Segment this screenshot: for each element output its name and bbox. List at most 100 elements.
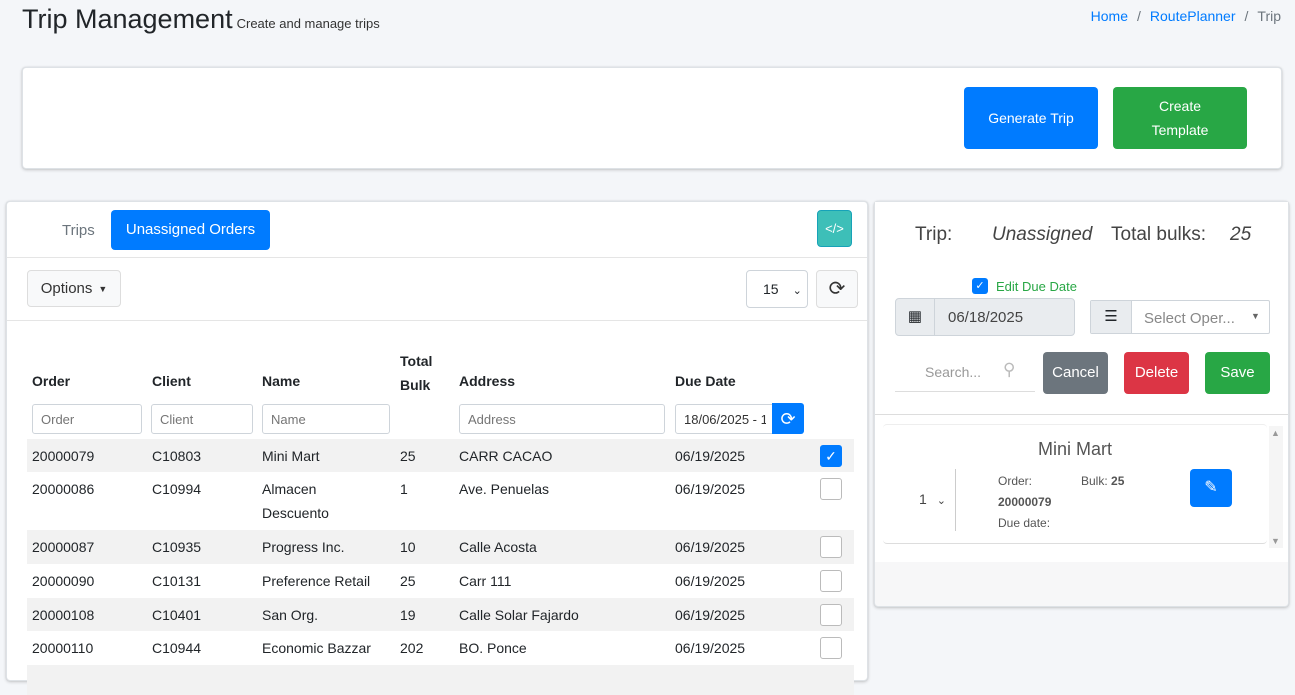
item-seq: 1 <box>919 491 927 507</box>
cell-order: 20000087 <box>32 539 95 555</box>
cell-address: Calle Solar Fajardo <box>459 607 579 623</box>
search-input[interactable]: Search... ⚲ <box>895 352 1035 392</box>
cell-address: Carr 111 <box>459 573 512 589</box>
caret-down-icon: ▼ <box>98 283 108 294</box>
search-icon: ⚲ <box>1003 360 1016 379</box>
tab-unassigned-orders[interactable]: Unassigned Orders <box>111 210 270 250</box>
cell-address: Calle Acosta <box>459 539 537 555</box>
edit-due-date-checkbox[interactable]: ✓ <box>972 278 988 294</box>
cell-address: BO. Ponce <box>459 640 527 656</box>
actions-card: Generate Trip Create Template <box>22 67 1282 169</box>
tab-trips[interactable]: Trips <box>62 222 95 239</box>
page-size-value: 15 <box>763 281 779 297</box>
cell-bulk: 25 <box>400 448 416 464</box>
total-bulks-value: 25 <box>1230 224 1252 245</box>
row-checkbox[interactable]: ✓ <box>820 445 842 467</box>
cell-client: C10994 <box>152 481 202 497</box>
cell-bulk: 1 <box>400 481 408 497</box>
table-row[interactable]: 20000110 C10944 Economic Bazzar 202 BO. Ponc… <box>27 631 854 665</box>
cell-name: Almacen Descuento <box>262 481 329 521</box>
item-sequence-select[interactable]: 1 ⌄ <box>919 491 946 507</box>
cell-client: C10935 <box>152 539 202 555</box>
due-date-filter[interactable] <box>675 404 775 434</box>
orders-card: Trips Unassigned Orders </> Options ▼ 15 ⌄… <box>6 201 868 695</box>
cell-due: 06/19/2025 <box>675 640 746 656</box>
due-date-input[interactable]: ▦ 06/18/2025 <box>895 298 1075 336</box>
options-label: Options <box>40 279 93 297</box>
row-checkbox[interactable] <box>820 478 842 500</box>
cell-name: San Org. <box>262 607 319 623</box>
cell-name: Economic Bazzar <box>262 640 371 656</box>
title-text: Trip Management <box>22 4 233 34</box>
cell-client: C10131 <box>152 573 202 589</box>
chevron-down-icon: ⌄ <box>792 285 802 297</box>
table-row[interactable] <box>27 665 854 695</box>
page-subtitle: Create and manage trips <box>236 16 380 31</box>
trip-panel: Trip: Unassigned Total bulks: 25 ✓ Edit … <box>874 201 1289 607</box>
cell-due: 06/19/2025 <box>675 573 746 589</box>
bulk-label: Bulk: <box>1081 474 1108 488</box>
cell-client: C10803 <box>152 448 202 464</box>
cell-bulk: 19 <box>400 607 416 623</box>
order-filter[interactable] <box>32 404 142 434</box>
row-checkbox[interactable] <box>820 570 842 592</box>
cell-bulk: 202 <box>400 640 424 656</box>
table-row[interactable]: 20000090 C10131 Preference Retail 25 Carr 11… <box>27 564 854 598</box>
cell-order: 20000108 <box>32 607 95 623</box>
total-bulks-label: Total bulks: <box>1111 224 1207 245</box>
cell-client: C10944 <box>152 640 202 656</box>
name-filter[interactable] <box>262 404 390 434</box>
list-icon: ☰ <box>1091 301 1132 333</box>
cell-address: CARR CACAO <box>459 448 553 464</box>
table-row[interactable]: 20000079 C10803 Mini Mart 25 CARR CACAO 06/19… <box>27 439 854 472</box>
refresh-button[interactable]: ⟳ <box>816 270 858 308</box>
breadcrumb-home[interactable]: Home <box>1090 8 1128 24</box>
refresh-icon: ⟳ <box>828 278 846 300</box>
item-details: Order: 20000079 Due date: <box>998 471 1051 534</box>
row-checkbox[interactable] <box>820 604 842 626</box>
cell-name: Mini Mart <box>262 448 320 464</box>
trip-value: Unassigned <box>992 224 1093 245</box>
cell-due: 06/19/2025 <box>675 539 746 555</box>
due-date-refresh-button[interactable]: ⟳ <box>772 403 804 434</box>
row-checkbox[interactable] <box>820 637 842 659</box>
cell-bulk: 10 <box>400 539 416 555</box>
edit-due-date-label: Edit Due Date <box>996 279 1077 294</box>
create-template-button[interactable]: Create Template <box>1113 87 1247 149</box>
code-button[interactable]: </> <box>817 210 852 247</box>
address-filter[interactable] <box>459 404 665 434</box>
cell-address: Ave. Penuelas <box>459 481 550 497</box>
item-order: 20000079 <box>998 495 1052 509</box>
page-size-select[interactable]: 15 ⌄ <box>746 270 808 308</box>
table-row[interactable]: 20000087 C10935 Progress Inc. 10 Calle Acost… <box>27 530 854 564</box>
table-row[interactable]: 20000108 C10401 San Org. 19 Calle Solar Faja… <box>27 598 854 631</box>
delete-button[interactable]: Delete <box>1124 352 1189 394</box>
cell-due: 06/19/2025 <box>675 448 746 464</box>
breadcrumb-routeplanner[interactable]: RoutePlanner <box>1149 8 1236 24</box>
search-placeholder: Search... <box>925 364 982 380</box>
cell-order: 20000079 <box>32 448 95 464</box>
edit-item-button[interactable]: ✎ <box>1190 469 1232 507</box>
order-label: Order: <box>998 474 1033 488</box>
col-address: Address <box>459 373 516 389</box>
scrollbar[interactable]: ▲ ▼ <box>1269 426 1283 548</box>
cell-order: 20000086 <box>32 481 95 497</box>
chevron-down-icon: ⌄ <box>936 495 947 507</box>
cell-order: 20000110 <box>32 640 94 656</box>
options-dropdown[interactable]: Options ▼ <box>27 270 121 307</box>
refresh-icon: ⟳ <box>780 408 796 429</box>
cancel-button[interactable]: Cancel <box>1043 352 1108 394</box>
client-filter[interactable] <box>151 404 253 434</box>
operator-select[interactable]: ☰ Select Oper... ▼ <box>1090 300 1270 334</box>
cell-order: 20000090 <box>32 573 95 589</box>
table-row[interactable]: 20000086 C10994 Almacen Descuento 1 Ave. Pen… <box>27 472 854 530</box>
generate-trip-button[interactable]: Generate Trip <box>964 87 1098 149</box>
calendar-icon: ▦ <box>896 299 935 335</box>
row-checkbox[interactable] <box>820 536 842 558</box>
cell-due: 06/19/2025 <box>675 607 746 623</box>
col-name: Name <box>262 373 301 389</box>
item-bulk: Bulk: 25 <box>1081 471 1124 492</box>
cell-name: Preference Retail <box>262 573 371 589</box>
trip-item-card: Mini Mart 1 ⌄ Order: 20000079 Due date: Bul… <box>883 424 1267 544</box>
save-button[interactable]: Save <box>1205 352 1270 394</box>
